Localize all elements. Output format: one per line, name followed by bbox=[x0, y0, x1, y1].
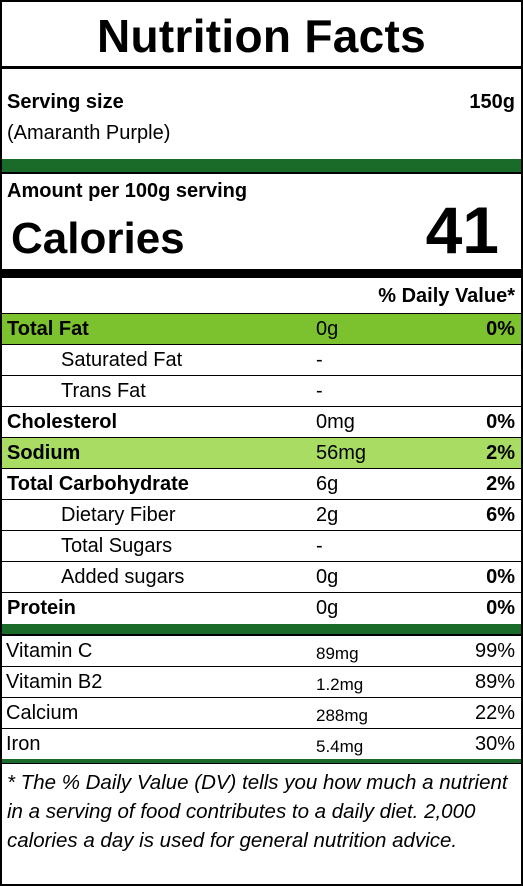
nutrient-daily-value: 2% bbox=[486, 473, 515, 495]
nutrient-row-sodium: Sodium 56mg 2% bbox=[2, 438, 521, 469]
nutrient-amount: 0mg bbox=[316, 411, 355, 433]
label-title: Nutrition Facts bbox=[96, 10, 427, 62]
nutrient-name: Sodium bbox=[7, 442, 81, 464]
vitamin-daily-value: 99% bbox=[474, 640, 515, 662]
nutrient-daily-value: 0% bbox=[486, 566, 515, 588]
nutrient-name: Total Sugars bbox=[61, 535, 173, 557]
vitamins-divider-edge bbox=[2, 763, 521, 764]
daily-value-header: % Daily Value* bbox=[378, 285, 515, 307]
vitamins-divider bbox=[2, 759, 521, 763]
nutrient-amount: - bbox=[316, 349, 323, 371]
nutrient-name: Trans Fat bbox=[61, 380, 146, 402]
nutrient-amount: - bbox=[316, 380, 323, 402]
calories-value: 41 bbox=[425, 193, 499, 267]
serving-divider-edge bbox=[2, 172, 521, 174]
vitamin-row-vitamin-c: Vitamin C 89mg 99% bbox=[2, 636, 521, 667]
vitamin-name: Iron bbox=[6, 733, 41, 755]
vitamin-amount: 5.4mg bbox=[316, 737, 364, 756]
nutrient-name: Dietary Fiber bbox=[61, 504, 176, 526]
vitamin-name: Calcium bbox=[6, 702, 79, 724]
serving-size-label: Serving size bbox=[7, 91, 124, 113]
serving-size-value: 150g bbox=[469, 91, 515, 113]
vitamin-name: Vitamin B2 bbox=[6, 671, 103, 693]
nutrient-row-total-carbohydrate: Total Carbohydrate 6g 2% bbox=[2, 469, 521, 500]
nutrient-daily-value: 2% bbox=[486, 442, 515, 464]
nutrient-amount: 56mg bbox=[316, 442, 367, 464]
nutrient-name: Added sugars bbox=[61, 566, 185, 588]
nutrient-row-total-fat: Total Fat 0g 0% bbox=[2, 314, 521, 345]
nutrient-name: Total Carbohydrate bbox=[7, 473, 189, 495]
vitamin-name: Vitamin C bbox=[6, 640, 93, 662]
header-divider bbox=[2, 313, 521, 314]
nutrient-daily-value: 0% bbox=[486, 318, 515, 340]
serving-divider bbox=[2, 159, 521, 172]
vitamin-row-iron: Iron 5.4mg 30% bbox=[2, 729, 521, 760]
nutrient-name: Cholesterol bbox=[7, 411, 118, 433]
nutrient-row-total-sugars: Total Sugars - bbox=[2, 531, 521, 562]
nutrient-name: Total Fat bbox=[7, 318, 89, 340]
nutrient-amount: 0g bbox=[316, 318, 339, 340]
nutrient-daily-value: 0% bbox=[486, 411, 515, 433]
nutrient-row-protein: Protein 0g 0% bbox=[2, 593, 521, 624]
nutrient-daily-value: 6% bbox=[486, 504, 515, 526]
vitamin-amount: 288mg bbox=[316, 706, 368, 725]
nutrient-name: Protein bbox=[7, 597, 76, 619]
vitamin-row-calcium: Calcium 288mg 22% bbox=[2, 698, 521, 729]
calories-divider bbox=[2, 269, 521, 278]
calories-label: Calories bbox=[11, 214, 185, 263]
nutrient-amount: 0g bbox=[316, 597, 339, 619]
vitamin-row-vitamin-b2: Vitamin B2 1.2mg 89% bbox=[2, 667, 521, 698]
nutrient-name: Saturated Fat bbox=[61, 349, 183, 371]
nutrient-row-trans-fat: Trans Fat - bbox=[2, 376, 521, 407]
nutrient-amount: 6g bbox=[316, 473, 339, 495]
nutrient-row-dietary-fiber: Dietary Fiber 2g 6% bbox=[2, 500, 521, 531]
protein-divider-edge bbox=[2, 634, 521, 636]
nutrient-row-cholesterol: Cholesterol 0mg 0% bbox=[2, 407, 521, 438]
daily-value-footnote: * The % Daily Value (DV) tells you how m… bbox=[7, 771, 508, 852]
nutrient-row-saturated-fat: Saturated Fat - bbox=[2, 345, 521, 376]
vitamin-amount: 89mg bbox=[316, 644, 359, 663]
protein-divider bbox=[2, 624, 521, 634]
nutrient-row-added-sugars: Added sugars 0g 0% bbox=[2, 562, 521, 593]
food-name: (Amaranth Purple) bbox=[7, 122, 171, 144]
nutrient-amount: 2g bbox=[316, 504, 339, 526]
vitamin-daily-value: 22% bbox=[474, 702, 515, 724]
title-divider bbox=[2, 66, 521, 69]
nutrient-amount: - bbox=[316, 535, 323, 557]
vitamin-daily-value: 30% bbox=[474, 733, 515, 755]
vitamin-daily-value: 89% bbox=[474, 671, 515, 693]
nutrient-amount: 0g bbox=[316, 566, 339, 588]
amount-per-serving: Amount per 100g serving bbox=[7, 180, 248, 202]
nutrient-daily-value: 0% bbox=[486, 597, 515, 619]
vitamin-amount: 1.2mg bbox=[316, 675, 364, 694]
